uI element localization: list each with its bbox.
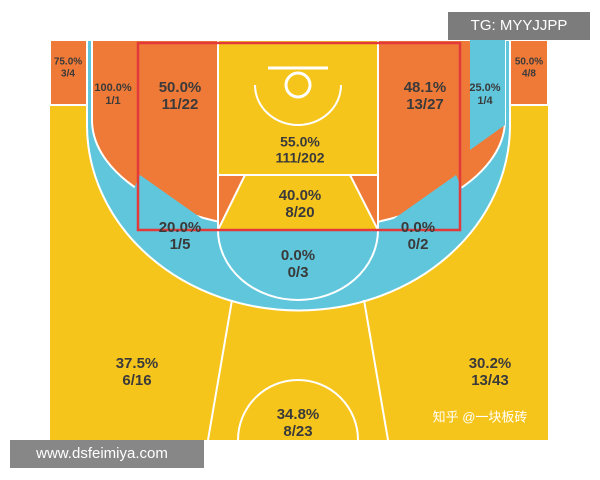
highlight-box <box>136 41 462 232</box>
zone-attempts: 13/27 <box>406 96 444 113</box>
zone-attempts: 8/20 <box>285 204 314 221</box>
left-corner <box>49 39 88 106</box>
zone-percent: 0.0% <box>281 247 315 264</box>
center-circle <box>237 379 359 441</box>
zone-percent: 0.0% <box>401 219 435 236</box>
zone-attempts: 1/5 <box>170 236 191 253</box>
zone-percent: 37.5% <box>116 355 159 372</box>
zone-attempts: 8/23 <box>283 423 312 440</box>
zone-percent: 50.0% <box>159 79 202 96</box>
zone-attempts: 0/2 <box>408 236 429 253</box>
zone-attempts: 111/202 <box>275 150 324 166</box>
hoop <box>284 71 312 99</box>
watermark: TG: MYYJJPP <box>471 17 568 34</box>
zone-percent: 40.0% <box>279 187 322 204</box>
zone-percent: 100.0% <box>94 82 132 94</box>
credit: 知乎 @一块板砖 <box>433 409 528 424</box>
zone-attempts: 13/43 <box>471 372 509 389</box>
zone-attempts: 3/4 <box>61 69 75 80</box>
zone-percent: 25.0% <box>469 82 500 94</box>
zone-attempts: 6/16 <box>122 372 151 389</box>
zone-percent: 34.8% <box>277 406 320 423</box>
zone-percent: 20.0% <box>159 219 202 236</box>
zone-attempts: 1/1 <box>105 95 120 107</box>
zone-attempts: 4/8 <box>522 69 536 80</box>
lane-lines <box>207 299 389 441</box>
zone-percent: 50.0% <box>515 57 543 68</box>
zone-percent: 55.0% <box>280 134 320 150</box>
wing-zones <box>120 175 476 270</box>
right-baseline-zone <box>470 40 505 150</box>
zone-percent: 75.0% <box>54 57 82 68</box>
zone-attempts: 11/22 <box>162 96 199 113</box>
watermark-box <box>10 440 204 468</box>
zone-attempts: 1/4 <box>477 95 493 107</box>
zone-percent: 48.1% <box>404 79 447 96</box>
zone-percent: 30.2% <box>469 355 512 372</box>
watermark-box <box>448 12 590 40</box>
watermark: www.dsfeimiya.com <box>35 445 168 462</box>
top-key-zone <box>216 229 380 301</box>
restricted-arc <box>254 84 342 126</box>
zone-attempts: 0/3 <box>288 264 309 281</box>
